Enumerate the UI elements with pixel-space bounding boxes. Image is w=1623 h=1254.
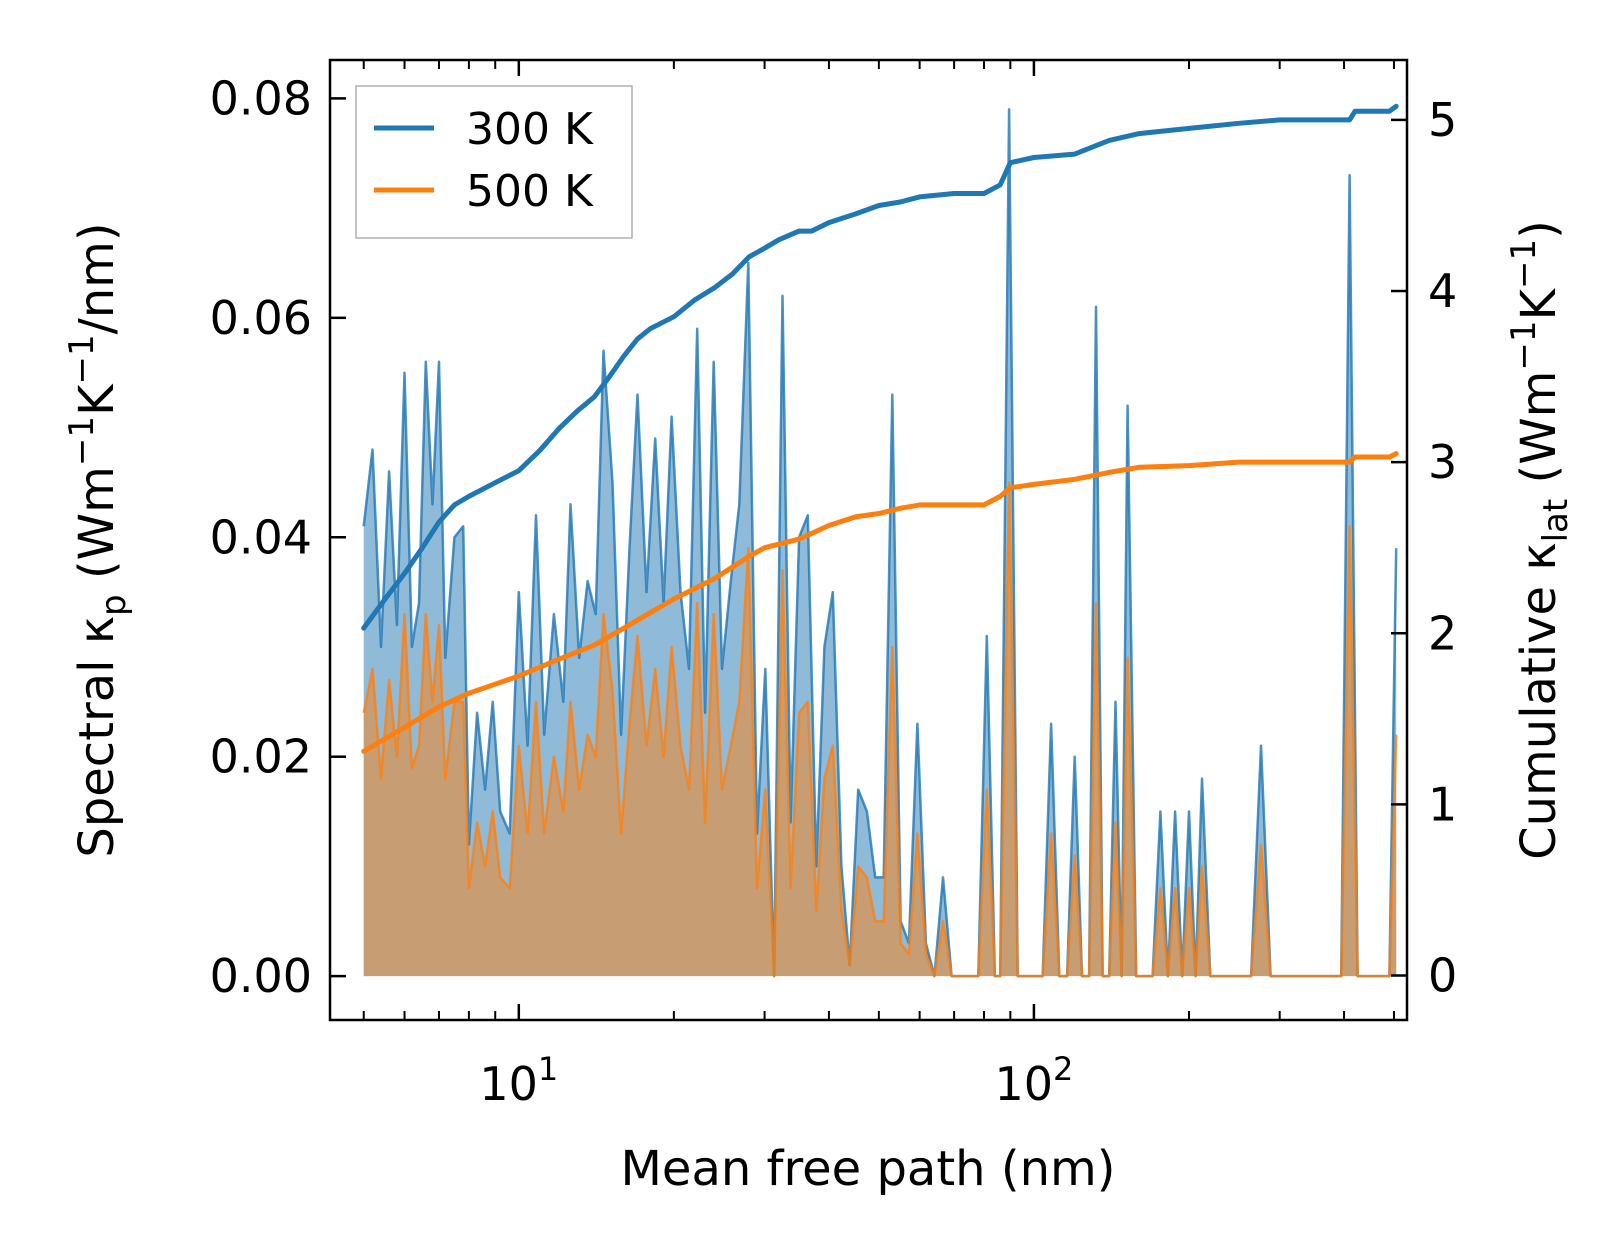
y-right-axis-label: Cumulative κlat (Wm−1K−1) [1504, 220, 1576, 860]
y-right-tick-label: 5 [1428, 93, 1457, 147]
line-layer [361, 103, 1399, 978]
spectral-fill-500k [363, 482, 1397, 977]
spectral-fill-300k [363, 109, 1397, 977]
y-left-tick-label: 0.06 [210, 291, 312, 345]
x-tick-label-exp: 2 [1053, 1050, 1073, 1088]
x-tick-label-exp: 1 [538, 1050, 558, 1088]
y-left-tick-label: 0.04 [210, 510, 312, 564]
y-left-tick-label: 0.02 [210, 730, 312, 784]
spectral-fill-layer [363, 109, 1397, 977]
legend-label-500k: 500 K [466, 166, 594, 217]
y-left-axis-label: Spectral κp (Wm−1K−1/nm) [62, 222, 134, 857]
spectral-line-300k [362, 108, 1398, 978]
legend: 300 K 500 K [355, 85, 633, 239]
y-right-tick-label: 4 [1428, 264, 1457, 318]
y-right-tick-label: 3 [1428, 435, 1457, 489]
x-tick-label-base: 10 [994, 1057, 1053, 1111]
y-right-tick-label: 1 [1428, 777, 1457, 831]
y-left-tick-labels: 0.00 0.02 0.04 0.06 0.08 [210, 71, 312, 1003]
y-left-tick-label: 0.08 [210, 71, 312, 125]
svg-text:102: 102 [994, 1050, 1073, 1111]
x-tick-label-2: 102 [994, 1050, 1073, 1111]
y-right-tick-label: 2 [1428, 606, 1457, 660]
tick-layer [330, 60, 1407, 1020]
x-tick-label-1: 101 [479, 1050, 558, 1111]
plot-frame [328, 58, 1409, 1022]
y-right-tick-labels: 0 1 2 3 4 5 [1428, 93, 1457, 1003]
legend-box [355, 85, 633, 239]
y-right-tick-label: 0 [1428, 949, 1457, 1003]
cumulative-line-500k [361, 451, 1399, 754]
x-tick-label-base: 10 [479, 1057, 538, 1111]
legend-label-300k: 300 K [466, 104, 594, 155]
cumulative-line-300k [361, 103, 1399, 631]
spectral-line-500k [362, 481, 1398, 978]
svg-text:101: 101 [479, 1050, 558, 1111]
y-left-tick-label: 0.00 [210, 949, 312, 1003]
x-axis-label: Mean free path (nm) [621, 1141, 1116, 1197]
